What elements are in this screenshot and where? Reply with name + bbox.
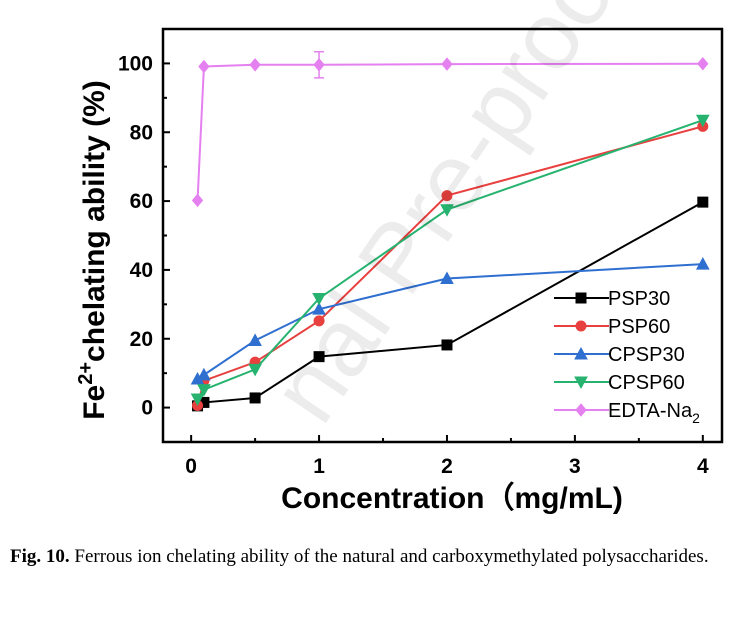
data-point — [313, 351, 325, 363]
legend-marker — [575, 320, 587, 332]
legend: PSP30 PSP60 CPSP30 CPSP60 EDTA-Na2 — [554, 288, 700, 426]
legend-label: EDTA-Na2 — [608, 400, 700, 426]
data-point — [191, 193, 204, 208]
data-point — [249, 392, 261, 404]
figure-caption: Fig. 10. Ferrous ion chelating ability o… — [10, 540, 740, 574]
legend-marker — [574, 346, 588, 360]
data-point — [697, 196, 709, 208]
data-point — [695, 114, 710, 128]
series-group — [191, 50, 709, 208]
data-point — [313, 58, 325, 72]
y-tick-label: 40 — [130, 259, 153, 282]
data-point — [695, 257, 710, 270]
series-group — [192, 120, 709, 412]
legend-label: CPSP30 — [608, 344, 685, 366]
y-axis-label-superscript: 2+ — [75, 362, 97, 385]
x-tick-label: 0 — [185, 455, 197, 478]
data-point — [440, 204, 454, 217]
series-line — [196, 62, 703, 201]
data-point — [440, 271, 454, 285]
x-axis-label: Concentration（mg/mL) — [281, 481, 623, 515]
legend-label-main: EDTA-Na — [608, 400, 693, 422]
data-point — [697, 56, 709, 71]
series-group — [192, 196, 709, 412]
y-tick-label: 100 — [118, 52, 153, 75]
data-point — [197, 384, 211, 397]
x-tick-label: 4 — [697, 455, 709, 478]
y-tick-label: 80 — [130, 121, 153, 144]
series-group — [190, 257, 710, 385]
caption-text: Ferrous ion chelating ability of the nat… — [69, 546, 709, 567]
x-tick-label: 3 — [569, 455, 581, 478]
data-point — [312, 302, 326, 315]
data-point — [248, 363, 262, 377]
y-tick-label: 60 — [130, 190, 153, 213]
data-point — [312, 292, 326, 306]
data-point — [441, 190, 453, 202]
series-group — [190, 114, 710, 407]
legend-label: PSP30 — [608, 288, 670, 310]
legend-label: PSP60 — [608, 316, 670, 338]
y-axis-label-main: Fe — [78, 385, 111, 420]
legend-marker — [575, 403, 587, 417]
legend-label-subscript: 2 — [692, 410, 700, 426]
caption-label: Fig. 10. — [10, 546, 70, 567]
y-axis-label-rest: chelating ability (%) — [78, 80, 111, 362]
data-point — [198, 59, 210, 74]
data-point — [313, 315, 325, 327]
data-point — [249, 58, 261, 72]
x-tick-label: 2 — [441, 455, 453, 478]
y-axis-label: Fe2+chelating ability (%) — [75, 80, 111, 420]
legend-marker — [575, 292, 587, 304]
data-point — [197, 367, 211, 381]
data-point — [441, 57, 453, 71]
legend-marker — [574, 376, 588, 390]
data-point — [248, 333, 262, 346]
data-point — [441, 339, 453, 351]
y-tick-label: 20 — [130, 328, 153, 351]
y-tick-label: 0 — [141, 397, 153, 420]
x-tick-label: 1 — [313, 455, 325, 478]
data-series — [190, 50, 710, 412]
legend-label: CPSP60 — [608, 372, 685, 394]
data-point — [190, 393, 205, 407]
